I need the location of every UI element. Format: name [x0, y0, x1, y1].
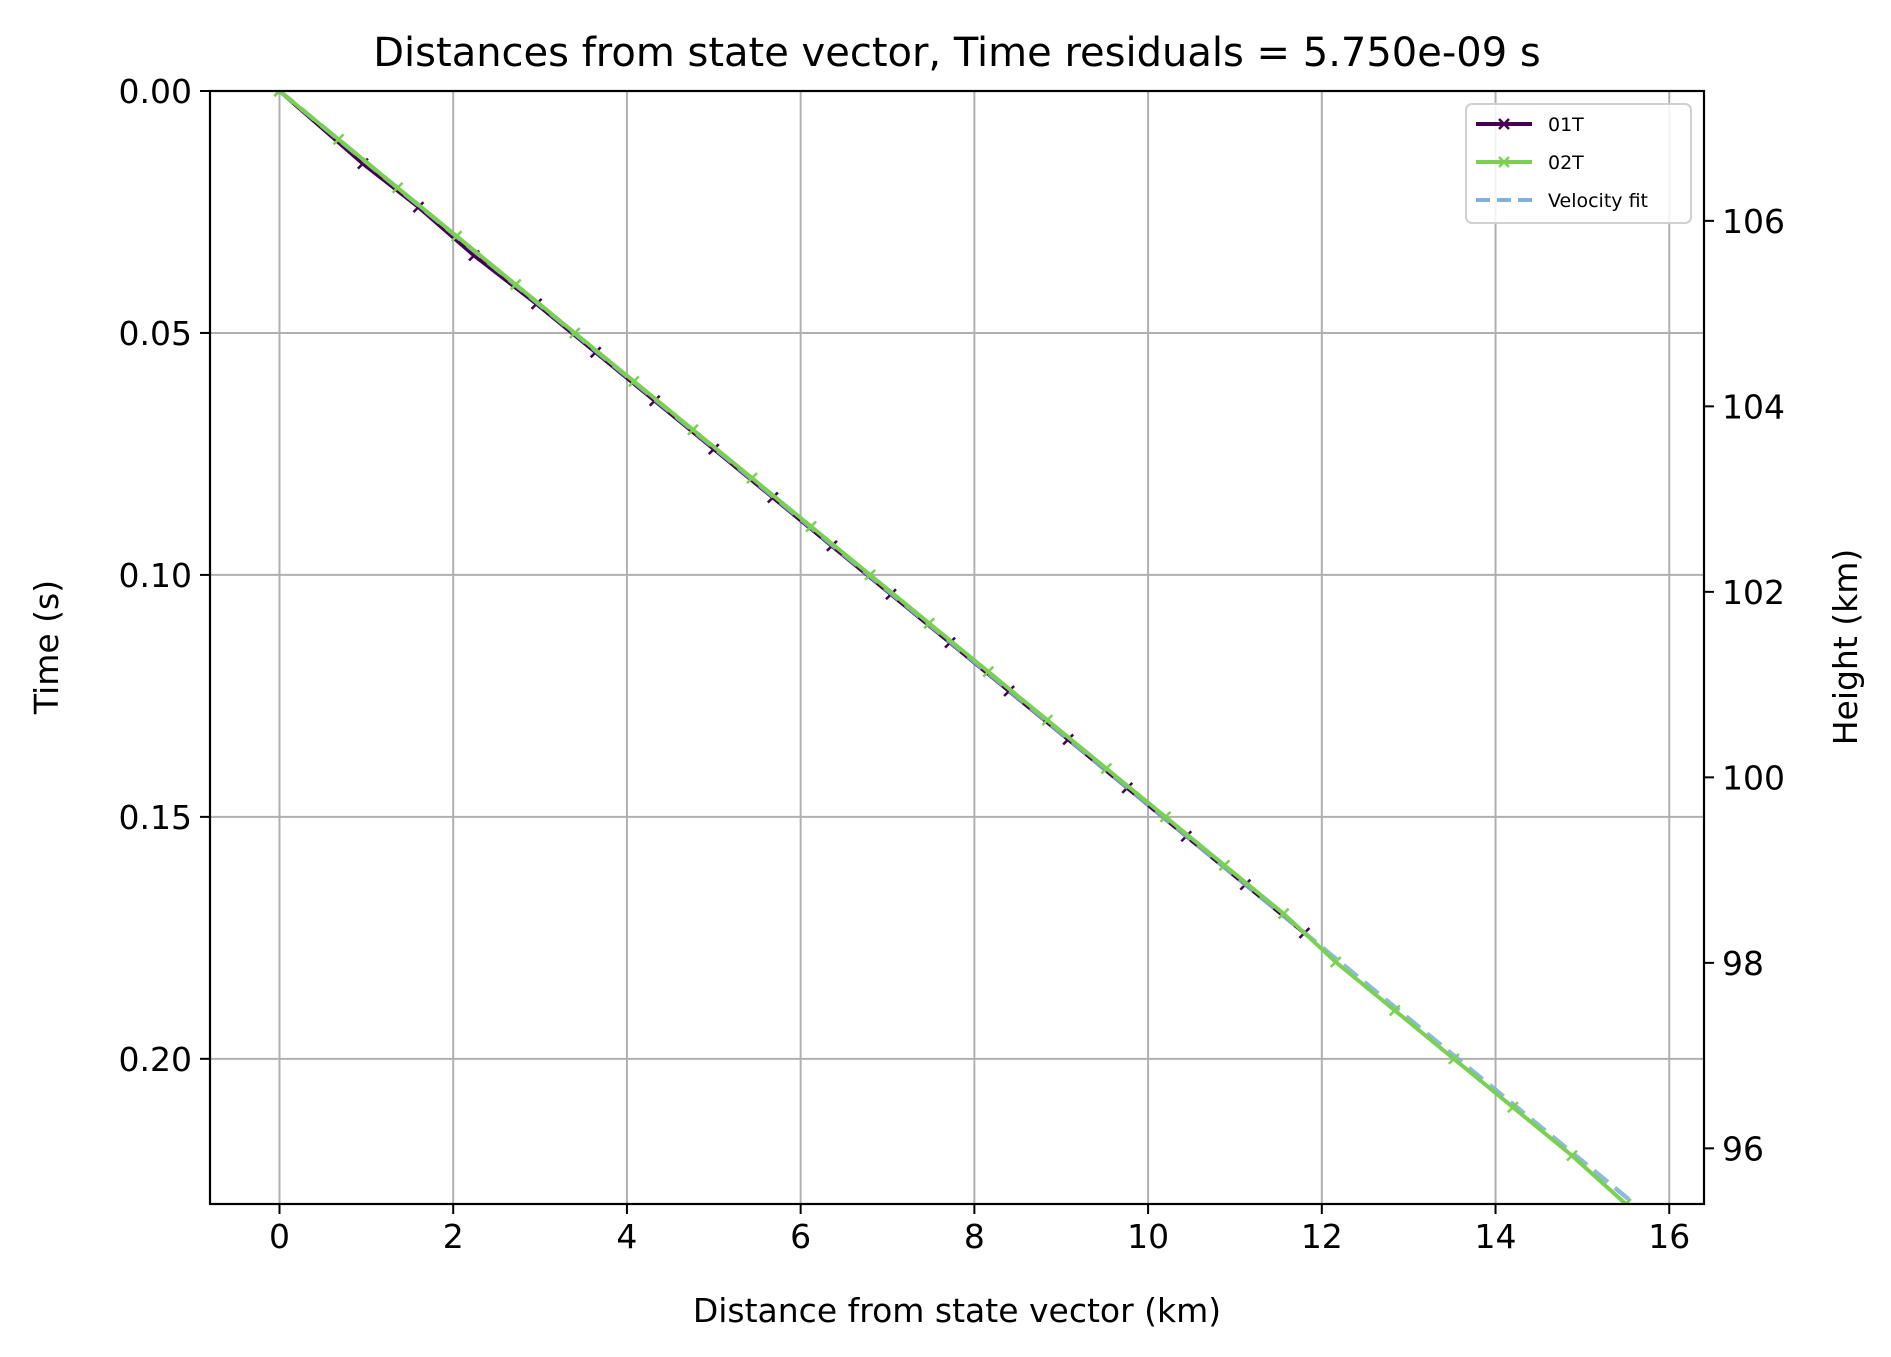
- y-tick-label: 0.20: [119, 1040, 192, 1079]
- y2-tick-label: 100: [1722, 758, 1785, 797]
- x-axis: 0 2 4 6 8 10 12 14 16: [269, 1204, 1690, 1256]
- y-tick-label: 0.05: [119, 314, 192, 353]
- legend-marker: [1498, 156, 1510, 168]
- series-point-02t: [805, 520, 817, 533]
- x-tick-label: 14: [1475, 1217, 1517, 1256]
- series-point-02t: [1100, 762, 1113, 775]
- y2-tick-label: 102: [1722, 573, 1785, 612]
- series-point-02t: [627, 375, 640, 388]
- series-point-02t: [1329, 956, 1342, 968]
- series-point-02t: [391, 181, 404, 194]
- series-point-02t: [923, 617, 936, 630]
- y-tick-label: 0.15: [119, 798, 192, 837]
- y2-axis-label: Height (km): [1826, 549, 1865, 746]
- chart-title: Distances from state vector, Time residu…: [373, 30, 1541, 76]
- series-point-02t: [273, 91, 286, 97]
- y2-tick-label: 106: [1722, 202, 1785, 241]
- x-axis-label: Distance from state vector (km): [693, 1291, 1221, 1330]
- series-point-02t: [1388, 1004, 1401, 1017]
- legend-label-02t: 02T: [1548, 152, 1584, 174]
- series-point-02t: [1619, 1198, 1632, 1204]
- series-line-02t: [278, 91, 1628, 1204]
- plot-frame: [208, 89, 1706, 1206]
- y2-tick-label: 104: [1722, 387, 1785, 426]
- series-point-02t: [568, 327, 581, 339]
- x-tick-label: 4: [616, 1217, 637, 1256]
- series-point-02t: [332, 133, 345, 146]
- x-tick-label: 6: [790, 1217, 811, 1256]
- series-point-02t: [982, 665, 995, 678]
- series-point-02t: [1041, 714, 1054, 726]
- series-point-02t: [1277, 907, 1290, 920]
- y2-tick-label: 96: [1722, 1129, 1764, 1168]
- y2-axis: 96 98 100 102 104 106: [1704, 202, 1785, 1168]
- legend-box: [1465, 103, 1692, 224]
- legend-label-01t: 01T: [1548, 114, 1584, 136]
- series-point-02t: [1447, 1052, 1460, 1065]
- series-point-02t: [864, 569, 877, 581]
- y-axis: 0.00 0.05 0.10 0.15 0.20: [119, 72, 210, 1079]
- series-layer: [273, 91, 1636, 1204]
- x-tick-label: 2: [443, 1217, 464, 1256]
- series-point-02t: [509, 278, 522, 291]
- legend-label-velocity-fit: Velocity fit: [1548, 190, 1648, 212]
- series-point-02t: [1507, 1101, 1519, 1114]
- x-tick-label: 16: [1648, 1217, 1690, 1256]
- y-axis-label: Time (s): [27, 580, 66, 715]
- x-tick-label: 8: [964, 1217, 985, 1256]
- series-point-02t: [1566, 1149, 1578, 1162]
- legend-marker: [1498, 118, 1510, 130]
- x-tick-label: 12: [1301, 1217, 1343, 1256]
- x-tick-label: 10: [1127, 1217, 1169, 1256]
- y-tick-label: 0.10: [119, 556, 192, 595]
- series-point-02t: [1159, 810, 1172, 823]
- x-tick-label: 0: [269, 1217, 290, 1256]
- series-point-02t: [746, 472, 758, 485]
- series-point-02t: [687, 423, 699, 436]
- y2-tick-label: 98: [1722, 944, 1764, 983]
- y-tick-label: 0.00: [119, 72, 192, 111]
- series-point-02t: [1218, 859, 1231, 872]
- legend: 01T 02T Velocity fit: [1465, 103, 1692, 224]
- series-point-02t: [450, 230, 463, 243]
